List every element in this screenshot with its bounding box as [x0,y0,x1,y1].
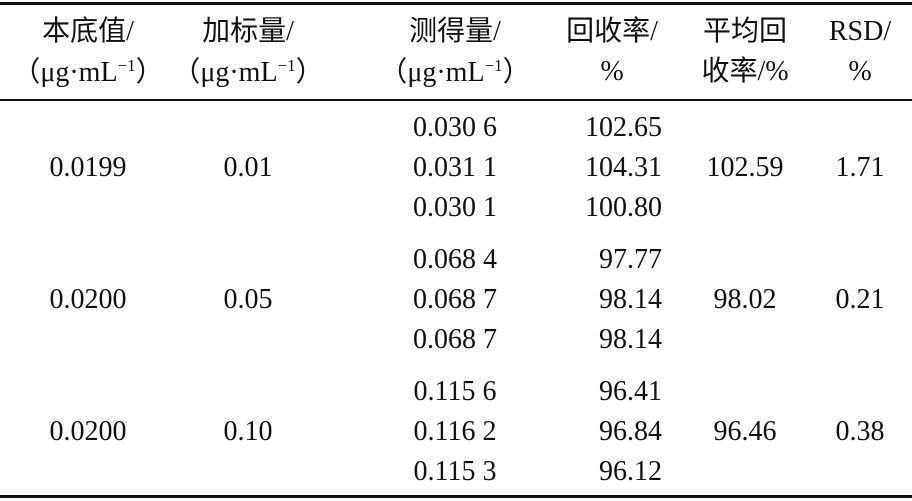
header-text: −1 [277,55,296,75]
header-cell: % [848,56,872,87]
cell: 0.030 6 [413,112,497,143]
top-rule [0,2,912,5]
cell: 104.31 [585,152,662,183]
header-text: −1 [117,55,136,75]
header-cell: RSD/ [828,16,892,47]
cell: 96.46 [713,416,777,447]
header-cell: （μg·mL−1） [379,57,530,87]
cell: 0.10 [223,416,273,447]
cell: 0.05 [223,284,273,315]
header-text: （μg·mL [12,57,118,89]
cell: 0.030 1 [413,192,497,223]
cell: 98.14 [599,284,662,315]
header-cell: （μg·mL−1） [12,57,163,87]
cell: 97.77 [599,244,662,275]
cell: 0.115 3 [413,456,497,487]
cell: 102.59 [706,152,784,183]
cell: 0.0199 [49,152,127,183]
cell: 0.068 7 [413,324,497,355]
header-text: −1 [484,55,503,75]
header-rule [0,99,912,101]
header-text: （μg·mL [379,57,485,89]
cell: 100.80 [585,192,662,223]
bottom-rule [0,495,912,498]
header-text: （μg·mL [172,57,278,89]
cell: 0.031 1 [413,152,497,183]
header-cell: % [600,56,624,87]
cell: 0.068 7 [413,284,497,315]
header-text: ） [295,57,324,89]
cell: 102.65 [585,112,662,143]
header-text: ） [135,57,164,89]
cell: 96.84 [599,416,662,447]
cell: 0.0200 [49,284,127,315]
header-cell: （μg·mL−1） [172,57,323,87]
cell: 0.01 [223,152,273,183]
cell: 0.068 4 [413,244,497,275]
cell: 0.21 [835,284,885,315]
header-cell: 本底值/ [42,16,134,47]
header-cell: 平均回 [702,16,788,47]
cell: 1.71 [835,152,885,183]
cell: 98.14 [599,324,662,355]
header-cell: 收率/% [701,56,789,87]
cell: 98.02 [713,284,777,315]
header-cell: 加标量/ [202,16,294,47]
cell: 96.12 [599,456,662,487]
cell: 0.0200 [49,416,127,447]
cell: 0.115 6 [413,376,497,407]
header-text: ） [502,57,531,89]
header-cell: 回收率/ [566,16,658,47]
cell: 0.116 2 [413,416,497,447]
cell: 0.38 [835,416,885,447]
cell: 96.41 [599,376,662,407]
header-cell: 测得量/ [409,16,501,47]
